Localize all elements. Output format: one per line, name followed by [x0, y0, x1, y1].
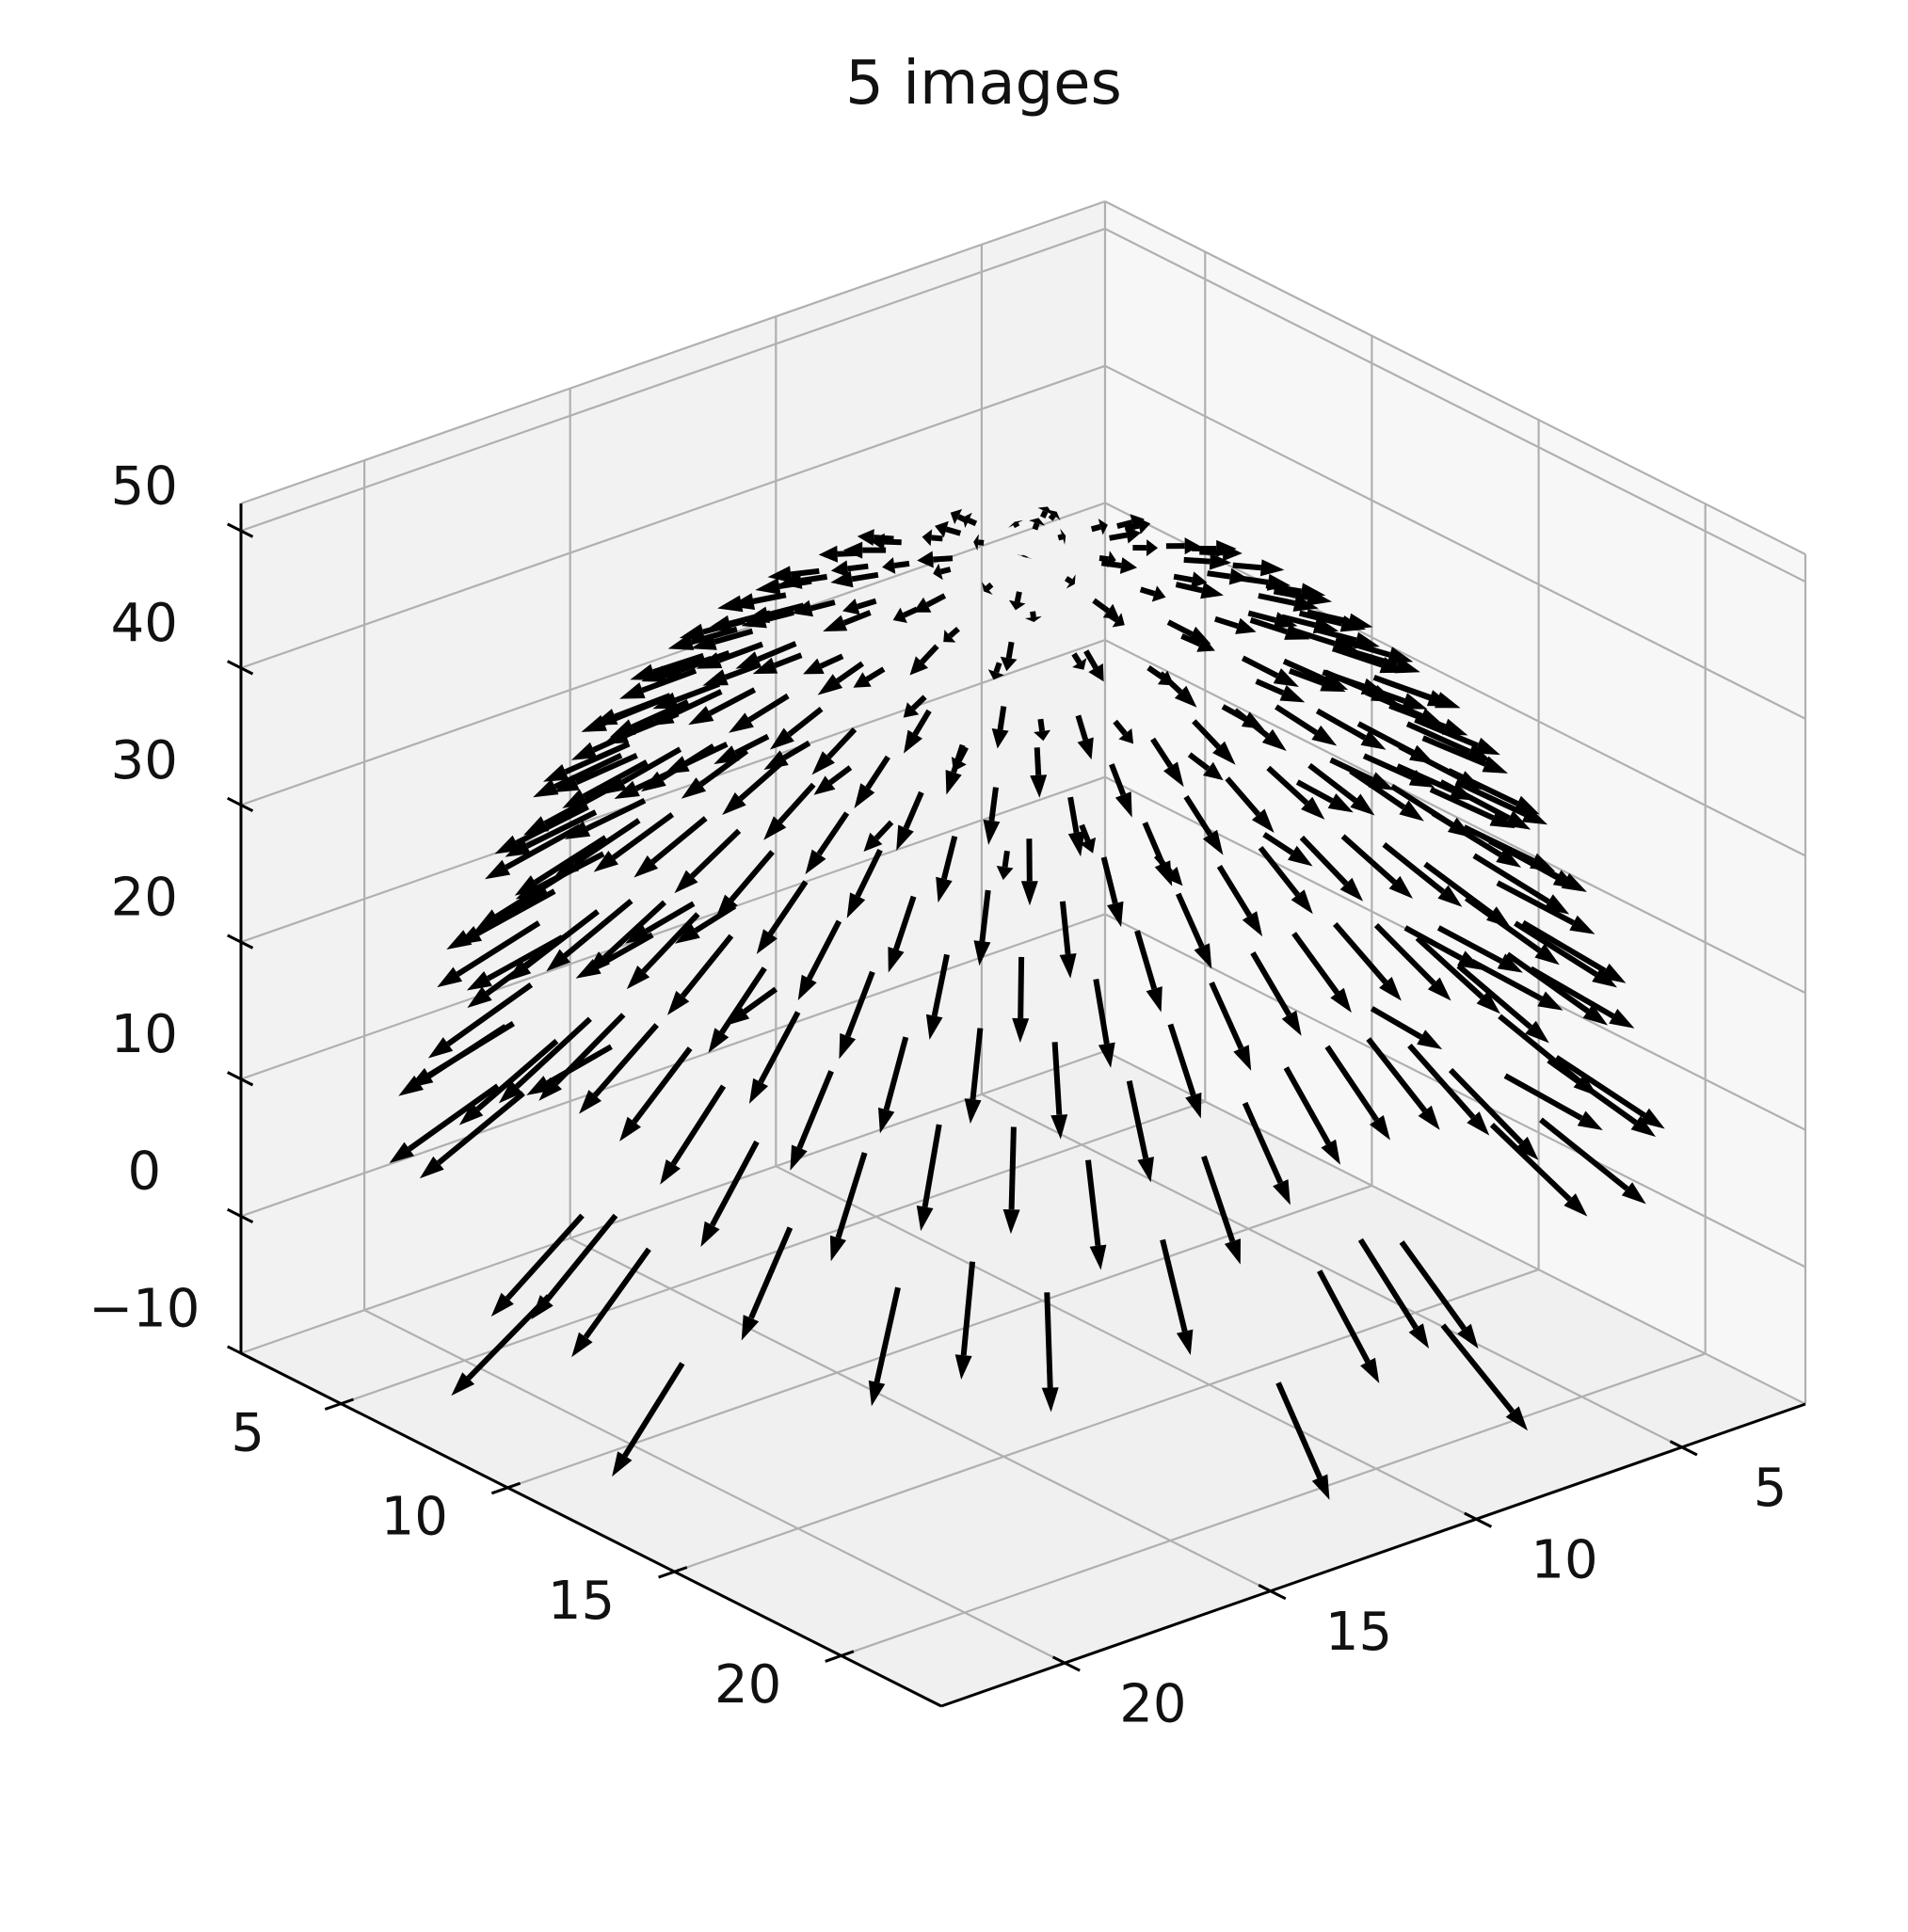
quiver-arrow-shaft [1099, 558, 1109, 559]
quiver-arrow-shaft [1233, 566, 1261, 568]
tick-label: 15 [1325, 1602, 1392, 1663]
quiver-arrow-shaft [1020, 957, 1021, 1018]
tick-label: 30 [111, 730, 178, 791]
tick-label: −10 [88, 1278, 200, 1339]
quiver-arrow-shaft [946, 529, 960, 533]
tick-label: 5 [1754, 1458, 1788, 1519]
quiver-arrow-shaft [1050, 515, 1054, 519]
tick-label: 10 [381, 1487, 448, 1548]
tick-label: 40 [111, 593, 178, 654]
quiver-arrow-shaft [1037, 747, 1039, 774]
quiver-arrow-shaft [874, 537, 893, 538]
quiver-arrow-shaft [1241, 579, 1268, 583]
quiver-arrow-shaft [1034, 523, 1036, 530]
quiver-arrow-shaft [1018, 592, 1019, 602]
tick-label: 10 [111, 1004, 178, 1065]
quiver-arrow-shaft [1174, 577, 1193, 581]
tick-label: 50 [111, 456, 178, 518]
quiver-arrow-shaft [1058, 536, 1062, 537]
tick-label: 20 [111, 867, 178, 928]
quiver-arrow-shaft [885, 542, 902, 543]
quiver-arrow-shaft [978, 542, 984, 543]
quiver-arrow-shaft [1001, 707, 1004, 730]
quiver-arrow-shaft [1184, 560, 1211, 562]
tick-label: 20 [714, 1654, 781, 1716]
quiver-arrow-shaft [1117, 522, 1132, 526]
chart-title: 5 images [845, 49, 1122, 119]
quiver-arrow-shaft [894, 564, 909, 566]
quiver-arrow-shaft [1101, 563, 1121, 566]
quiver-arrow-shaft [1047, 1292, 1050, 1387]
tick-label: 15 [548, 1571, 615, 1632]
quiver-arrow-shaft [933, 558, 953, 559]
quiver-arrow-shaft [848, 567, 869, 569]
tick-label: 0 [127, 1142, 161, 1203]
quiver-arrow-shaft [1009, 642, 1012, 658]
tick-label: 20 [1119, 1674, 1186, 1735]
quiver-arrow-shaft [1005, 851, 1007, 867]
quiver-arrow-shaft [1066, 579, 1071, 582]
quiver-arrow-shaft [1040, 719, 1042, 731]
quiver-arrow-shaft [1043, 512, 1046, 518]
quiver-arrow-shaft [1033, 612, 1034, 617]
quiver-arrow-shaft [1012, 1127, 1014, 1210]
quiver-arrow-shaft [969, 520, 976, 524]
quiver-arrow-shaft [987, 584, 992, 588]
quiver-arrow-shaft [1016, 524, 1018, 527]
tick-label: 10 [1531, 1530, 1597, 1591]
quiver-arrow-shaft [941, 569, 951, 572]
quiver-arrow-shaft [1208, 573, 1230, 576]
quiver-arrow-shaft [1092, 527, 1100, 530]
quiver-arrow-shaft [1110, 535, 1128, 538]
quiver-arrow-shaft [791, 571, 819, 575]
quiver-arrow-shaft [996, 663, 999, 672]
tick-label: 5 [231, 1402, 265, 1463]
quiver-arrow-shaft [931, 537, 942, 538]
